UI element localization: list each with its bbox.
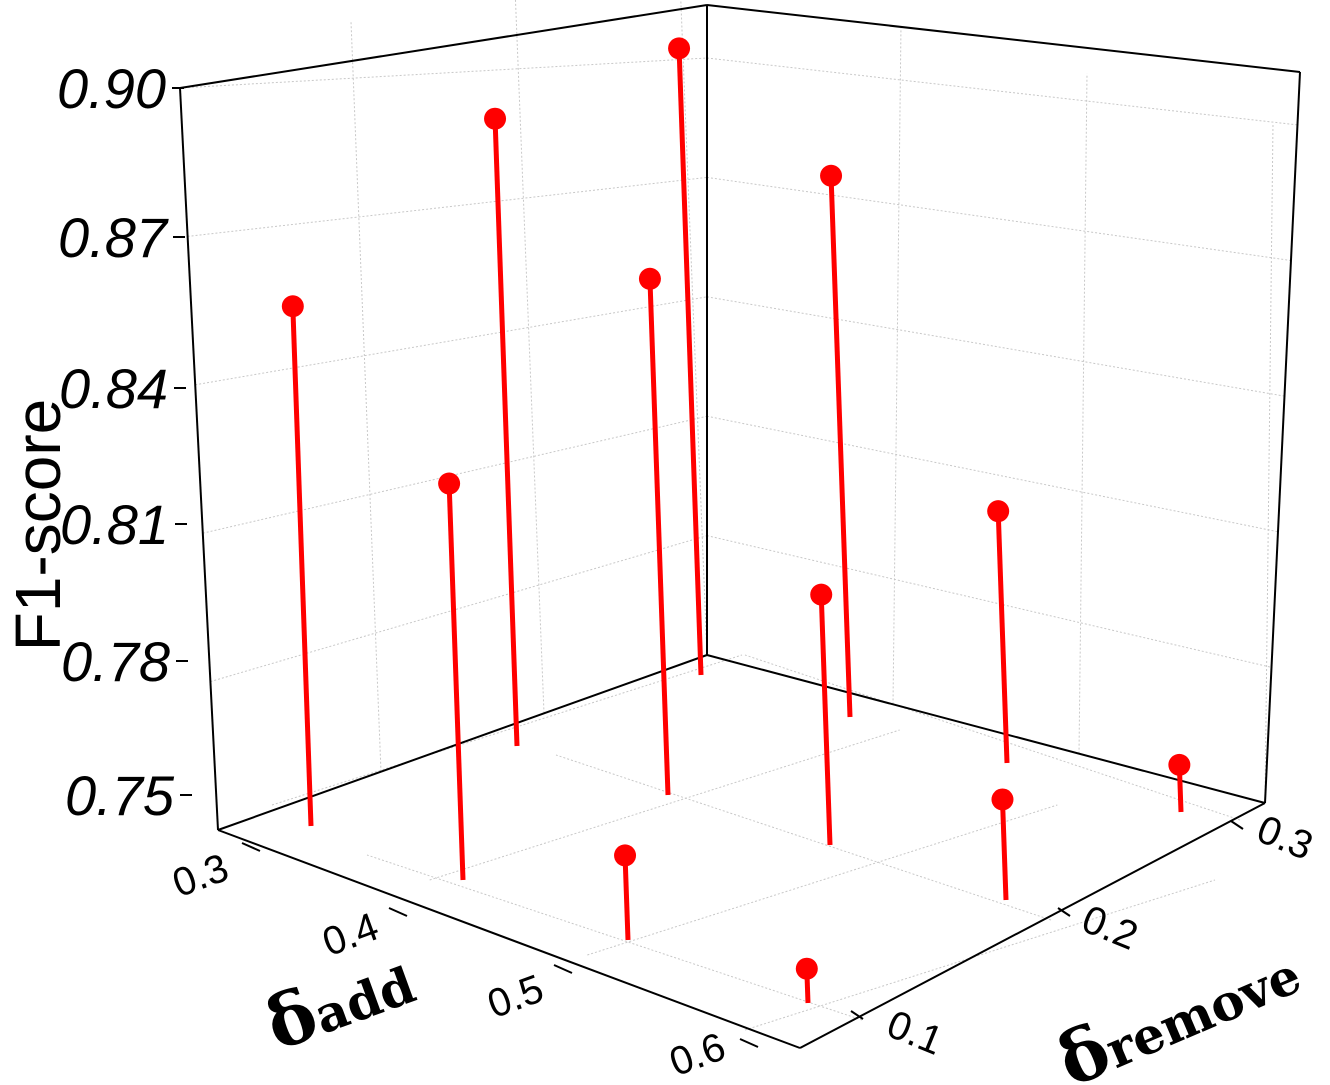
- frame-edge-1: [706, 654, 1266, 804]
- grid-line-wall-right-0: [892, 24, 902, 705]
- y-tick-0: [850, 1010, 864, 1020]
- stem-line-10: [999, 799, 1009, 901]
- stem-marker-3: [438, 472, 461, 495]
- grid-line-z-right-1: [706, 535, 1272, 668]
- x-tick-label-0: 0.3: [167, 846, 234, 906]
- y-axis-title-sub: remove: [1097, 945, 1309, 1080]
- y-tick-label-1: 0.2: [1076, 897, 1144, 959]
- stem-marker-2: [668, 37, 691, 60]
- x-tick-1: [388, 907, 408, 917]
- z-tick-label-1: 0.78: [61, 630, 170, 693]
- grid-line-z-left-4: [187, 176, 708, 237]
- grid-line-z-right-4: [706, 176, 1292, 262]
- stem-marker-5: [820, 164, 843, 187]
- grid-line-wall-left-0: [350, 21, 382, 772]
- grid-line-wall-left-2: [680, 0, 708, 656]
- frame-edge-0: [217, 654, 708, 831]
- frame-edge-7: [179, 4, 708, 89]
- grid-line-x-floor-2: [587, 804, 1058, 956]
- y-tick-1: [1057, 907, 1071, 917]
- grid-line-z-right-3: [706, 296, 1286, 397]
- y-tick-label-2: 0.3: [1251, 807, 1319, 869]
- axis-frame: [179, 4, 1301, 1049]
- stem-line-2: [676, 48, 704, 676]
- stem-line-3: [446, 483, 466, 881]
- grid-line-x-floor-0: [271, 654, 743, 806]
- grid-line-y-floor-1: [555, 754, 1052, 921]
- stem-marker-10: [991, 788, 1014, 811]
- stem-marker-4: [638, 267, 661, 290]
- stem-line-5: [828, 175, 853, 718]
- frame-edge-5: [179, 87, 219, 831]
- y-tick-2: [1230, 820, 1244, 830]
- x-axis-title-sub: add: [306, 955, 422, 1045]
- x-tick-0: [241, 842, 261, 852]
- stem-marker-7: [810, 583, 833, 606]
- z-tick-label-4: 0.87: [58, 206, 169, 269]
- stem-marker-8: [987, 500, 1010, 523]
- z-tick-label-5: 0.90: [57, 57, 166, 120]
- x-tick-3: [739, 1038, 759, 1048]
- z-axis-title: F1-score: [2, 399, 74, 652]
- data-stems: [281, 37, 1191, 1004]
- grid-line-wall-left-1: [514, 0, 545, 714]
- stem-line-4: [647, 278, 671, 796]
- axis-ticks: [172, 87, 1244, 1048]
- z-tick-label-2: 0.81: [60, 493, 169, 556]
- grid-line-z-left-5: [179, 57, 708, 89]
- stem-marker-1: [484, 107, 507, 130]
- stem-marker-0: [281, 295, 304, 318]
- grid-line-wall-right-2: [1264, 122, 1274, 804]
- x-tick-label-2: 0.5: [482, 967, 549, 1027]
- frame-edge-2: [217, 829, 801, 1049]
- stem-marker-11: [1168, 753, 1191, 776]
- frame-edge-8: [706, 4, 1301, 73]
- grid-line-z-right-5: [706, 57, 1299, 126]
- x-tick-2: [553, 964, 573, 974]
- stem-line-7: [818, 594, 833, 846]
- stem-line-0: [290, 306, 314, 827]
- grid-line-z-left-1: [210, 535, 708, 683]
- x-tick-label-1: 0.4: [317, 905, 384, 965]
- frame-edge-6: [1264, 71, 1301, 804]
- z-tick-label-0: 0.75: [65, 764, 175, 827]
- frame-edge-3: [799, 802, 1266, 1049]
- tick-labels: 0.75 0.78 0.81 0.84 0.87 0.90 0.3 0.4 0.5 0.6 0.1 0…: [57, 57, 1319, 1085]
- grid-line-y-floor-2: [366, 854, 863, 1021]
- z-tick-label-3: 0.84: [59, 357, 168, 420]
- stem-marker-9: [795, 957, 818, 980]
- grid-line-z-right-2: [706, 415, 1279, 533]
- grid-line-y-floor-0: [744, 654, 1241, 821]
- y-tick-label-0: 0.1: [881, 1002, 949, 1064]
- x-tick-label-3: 0.6: [664, 1025, 731, 1085]
- stem-line-6: [622, 855, 631, 941]
- grid-line-wall-right-1: [1078, 73, 1088, 754]
- stem-line-1: [492, 118, 520, 747]
- y-axis-title: δremove: [1045, 926, 1311, 1085]
- grid-lines: [179, 0, 1299, 1031]
- stem-line-8: [995, 511, 1010, 764]
- grid-line-z-left-3: [195, 296, 708, 386]
- stem-marker-6: [614, 844, 637, 867]
